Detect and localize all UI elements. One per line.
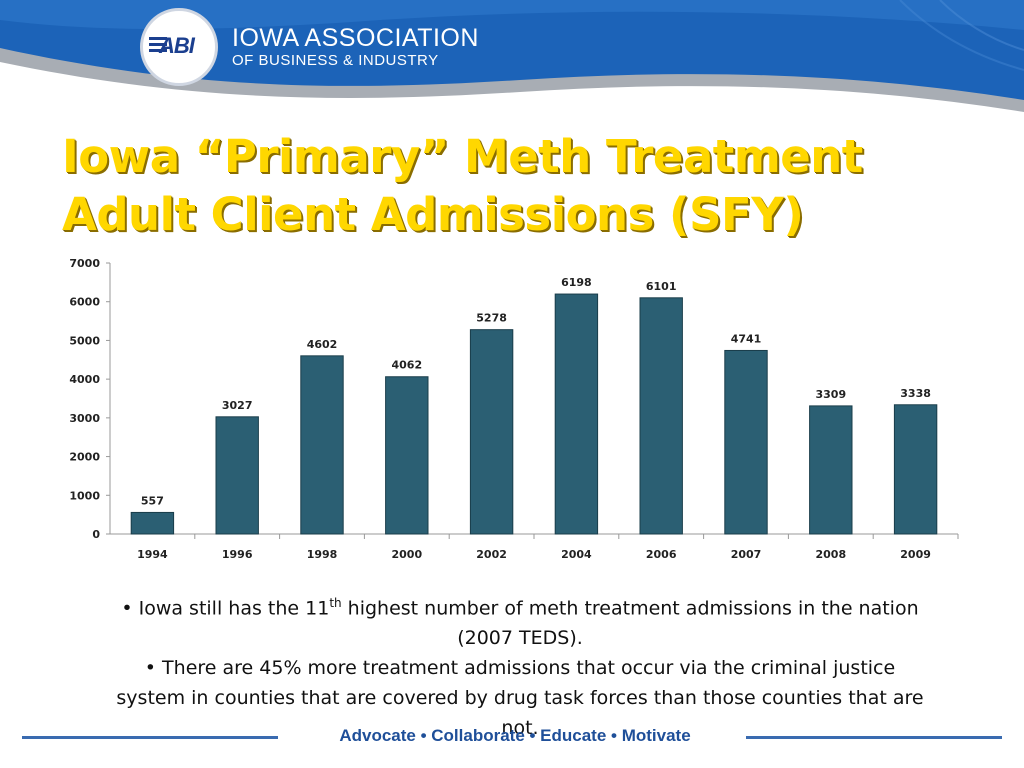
x-tick-label: 2008 — [815, 548, 846, 561]
title-line2: Adult Client Admissions (SFY) — [62, 188, 804, 241]
bar-2000 — [385, 376, 429, 535]
x-tick-label: 2000 — [391, 548, 422, 561]
data-label-2009: 3338 — [900, 387, 931, 400]
x-tick-label: 1996 — [222, 548, 253, 561]
y-tick-label: 0 — [92, 528, 100, 541]
y-tick-label: 6000 — [69, 296, 100, 309]
y-tick-label: 2000 — [69, 451, 100, 464]
bar-2006 — [639, 297, 683, 535]
data-label-2007: 4741 — [731, 332, 762, 345]
bullet-1: • Iowa still has the 11th highest number… — [110, 588, 930, 653]
logo-text: ABI — [159, 33, 195, 58]
bar-2009 — [893, 404, 938, 535]
footer-divider-left — [22, 736, 278, 739]
bar-2007 — [724, 349, 768, 535]
data-label-2008: 3309 — [815, 388, 846, 401]
logo: ABI IOWA ASSOCIATION OF BUSINESS & INDUS… — [140, 8, 479, 86]
y-tick-label: 3000 — [69, 412, 100, 425]
bullet-1-text-end: highest number of meth treatment admissi… — [341, 597, 919, 650]
footer-divider-right — [746, 736, 1002, 739]
data-label-2002: 5278 — [476, 312, 507, 325]
bar-2008 — [809, 405, 853, 535]
org-name-line2: OF BUSINESS & INDUSTRY — [232, 52, 439, 69]
bullet-2: • There are 45% more treatment admission… — [116, 657, 924, 740]
bar-2002 — [469, 329, 514, 535]
bullet-1-superscript: th — [329, 596, 342, 610]
bullet-text: • Iowa still has the 11th highest number… — [110, 588, 930, 743]
y-tick-label: 7000 — [69, 257, 100, 270]
bar-1996 — [215, 416, 259, 535]
x-tick-label: 2002 — [476, 548, 507, 561]
data-label-2006: 6101 — [646, 280, 677, 293]
bar-chart: 0 1000 2000 3000 4000 5000 6000 7000 1994 1996 199… — [69, 257, 959, 561]
bar-2004 — [554, 293, 599, 535]
y-tick-label: 4000 — [69, 373, 100, 386]
data-label-2000: 4062 — [391, 359, 422, 372]
header-swoosh — [0, 0, 1024, 112]
org-name-line1: IOWA ASSOCIATION — [232, 24, 479, 52]
data-label-2004: 6198 — [561, 276, 592, 289]
footer-tagline: Advocate • Collaborate • Educate • Motiv… — [339, 726, 691, 745]
x-tick-label: 1994 — [137, 548, 168, 561]
x-tick-label: 2009 — [900, 548, 931, 561]
y-tick-label: 5000 — [69, 334, 100, 347]
footer: Advocate • Collaborate • Educate • Motiv… — [0, 722, 1024, 752]
x-tick-label: 2004 — [561, 548, 592, 561]
y-tick-label: 1000 — [69, 489, 100, 502]
bar-1998 — [300, 355, 344, 535]
title-line1: Iowa “Primary” Meth Treatment — [62, 130, 863, 183]
data-label-1994: 557 — [141, 494, 164, 507]
slide-title: Iowa “Primary” Meth Treatment Adult Clie… — [62, 128, 863, 244]
organization-name: IOWA ASSOCIATION OF BUSINESS & INDUSTRY — [232, 24, 479, 70]
bullet-1-text-start: • Iowa still has the 11 — [121, 597, 330, 620]
x-tick-label: 2006 — [646, 548, 677, 561]
abi-logo-icon: ABI — [140, 8, 218, 86]
x-tick-label: 1998 — [307, 548, 338, 561]
data-label-1996: 3027 — [222, 399, 253, 412]
x-tick-label: 2007 — [731, 548, 762, 561]
bar-1994 — [130, 511, 175, 535]
header-banner: ABI IOWA ASSOCIATION OF BUSINESS & INDUS… — [0, 0, 1024, 130]
data-label-1998: 4602 — [307, 338, 338, 351]
